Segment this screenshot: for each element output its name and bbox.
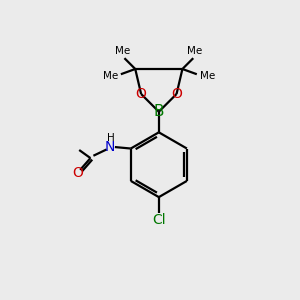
Text: H: H bbox=[107, 133, 115, 143]
Text: O: O bbox=[72, 166, 83, 180]
Text: O: O bbox=[171, 87, 182, 101]
Text: O: O bbox=[136, 87, 147, 101]
Text: N: N bbox=[104, 140, 115, 154]
Text: Me: Me bbox=[115, 46, 130, 56]
Text: B: B bbox=[154, 104, 164, 119]
Text: Me: Me bbox=[103, 71, 118, 81]
Text: Me: Me bbox=[200, 71, 215, 81]
Text: Me: Me bbox=[187, 46, 202, 56]
Text: Cl: Cl bbox=[152, 213, 166, 227]
